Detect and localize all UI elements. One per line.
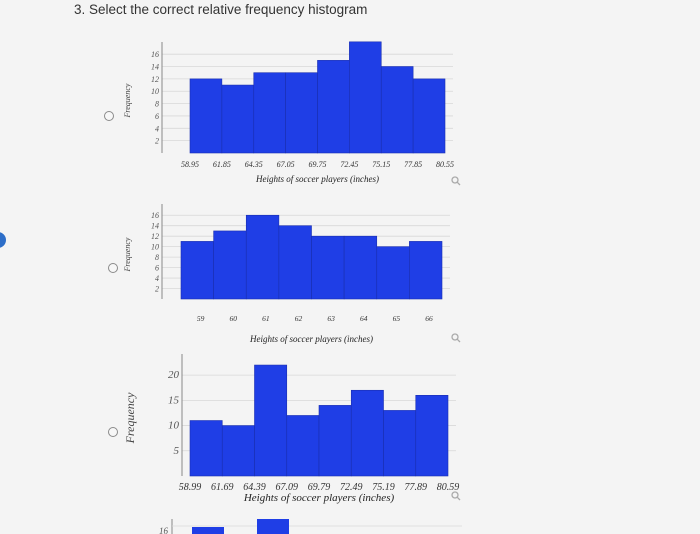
x-axis-label: Heights of soccer players (inches) <box>255 174 379 184</box>
y-axis-label: Frequency <box>123 237 132 272</box>
x-tick-label: 64 <box>360 314 368 323</box>
histogram-bar <box>189 78 223 154</box>
histogram-bar <box>221 425 255 477</box>
histogram-option-4: 16 <box>159 519 462 534</box>
histogram-bar <box>350 389 384 477</box>
y-tick-label: 2 <box>155 285 159 294</box>
histogram-option-1: 16 14 12 10 8 6 4 2 58.95 61.85 64.35 67.05 69.75 72.… <box>123 41 454 184</box>
x-axis-label: Heights of soccer players (inches) <box>243 492 395 504</box>
x-tick-label: 80.55 <box>436 160 454 169</box>
y-tick-label: 4 <box>155 274 159 283</box>
x-tick-label: 80.59 <box>437 482 460 493</box>
histogram-bar <box>213 230 247 300</box>
option-3-radio[interactable] <box>108 427 118 437</box>
y-tick-label: 8 <box>155 253 159 262</box>
y-tick-label: 20 <box>168 369 180 381</box>
x-tick-label: 67.09 <box>276 482 299 493</box>
y-tick-label: 10 <box>151 87 159 96</box>
question-title: 3. Select the correct relative frequency… <box>74 2 368 17</box>
x-tick-label: 62 <box>295 314 303 323</box>
histogram-bar <box>192 527 224 534</box>
x-tick-label: 61 <box>262 314 270 323</box>
x-tick-label: 63 <box>327 314 335 323</box>
y-tick-label: 16 <box>151 50 159 59</box>
histogram-bar <box>180 241 214 300</box>
x-tick-label: 60 <box>229 314 237 323</box>
x-tick-label: 64.39 <box>243 482 266 493</box>
x-tick-label: 61.69 <box>211 482 234 493</box>
histogram-bar <box>412 78 446 154</box>
x-tick-label: 77.85 <box>404 160 422 169</box>
histogram-bar <box>317 60 350 154</box>
x-tick-label: 77.89 <box>405 482 428 493</box>
histogram-bar <box>257 519 289 534</box>
y-tick-label: 6 <box>155 264 159 273</box>
histogram-bar <box>343 235 378 300</box>
histogram-bar <box>376 246 410 300</box>
histogram-option-3: 20 15 10 5 58.99 61.69 64.39 67.09 69.79 72.49 75.… <box>123 354 460 504</box>
histogram-bar <box>245 214 280 300</box>
x-tick-label: 72.49 <box>340 482 363 493</box>
x-tick-label: 75.19 <box>372 482 395 493</box>
y-tick-label: 14 <box>151 63 159 72</box>
zoom-icon[interactable] <box>451 333 461 343</box>
histogram-bar <box>253 72 286 154</box>
histogram-bar <box>285 72 318 154</box>
x-tick-label: 69.75 <box>309 160 327 169</box>
zoom-icon[interactable] <box>451 176 461 186</box>
x-tick-label: 58.99 <box>179 482 202 493</box>
option-2-radio[interactable] <box>108 263 118 273</box>
y-tick-label: 10 <box>168 420 180 432</box>
y-tick-label: 8 <box>155 100 159 109</box>
histogram-bar <box>189 420 223 477</box>
histogram-bar <box>221 84 255 154</box>
y-tick-label: 5 <box>174 445 180 457</box>
x-tick-label: 65 <box>393 314 401 323</box>
y-tick-label: 10 <box>151 243 159 252</box>
y-tick-label: 6 <box>155 112 159 121</box>
histogram-bar <box>349 41 382 154</box>
histogram-bar <box>286 415 320 477</box>
option-1-radio[interactable] <box>104 111 114 121</box>
y-axis-label: Frequency <box>123 392 137 445</box>
y-tick-label: 16 <box>159 526 169 534</box>
histogram-bar <box>409 241 443 300</box>
zoom-icon[interactable] <box>451 491 461 501</box>
x-tick-label: 69.79 <box>308 482 331 493</box>
histogram-bar <box>380 66 414 154</box>
y-tick-label: 12 <box>151 75 159 84</box>
x-tick-label: 64.35 <box>245 160 263 169</box>
y-tick-label: 4 <box>155 124 159 133</box>
histogram-bar <box>278 225 312 300</box>
histogram-bar <box>415 395 449 477</box>
y-tick-label: 16 <box>151 211 159 220</box>
y-tick-label: 2 <box>155 137 159 146</box>
histogram-bar <box>383 410 417 477</box>
x-tick-label: 75.15 <box>372 160 390 169</box>
y-tick-label: 14 <box>151 222 159 231</box>
y-axis-label: Frequency <box>123 83 132 118</box>
histogram-bar <box>318 405 352 477</box>
y-tick-label: 12 <box>151 232 159 241</box>
histogram-bar <box>311 235 345 300</box>
side-tab[interactable] <box>0 232 6 248</box>
y-tick-label: 15 <box>168 394 180 406</box>
x-axis-label: Heights of soccer players (inches) <box>249 334 373 344</box>
x-tick-label: 58.95 <box>181 160 199 169</box>
histogram-bar <box>254 364 288 477</box>
x-tick-label: 59 <box>197 314 205 323</box>
x-tick-label: 66 <box>425 314 433 323</box>
x-tick-label: 67.05 <box>277 160 295 169</box>
x-tick-label: 72.45 <box>340 160 358 169</box>
x-tick-label: 61.85 <box>213 160 231 169</box>
